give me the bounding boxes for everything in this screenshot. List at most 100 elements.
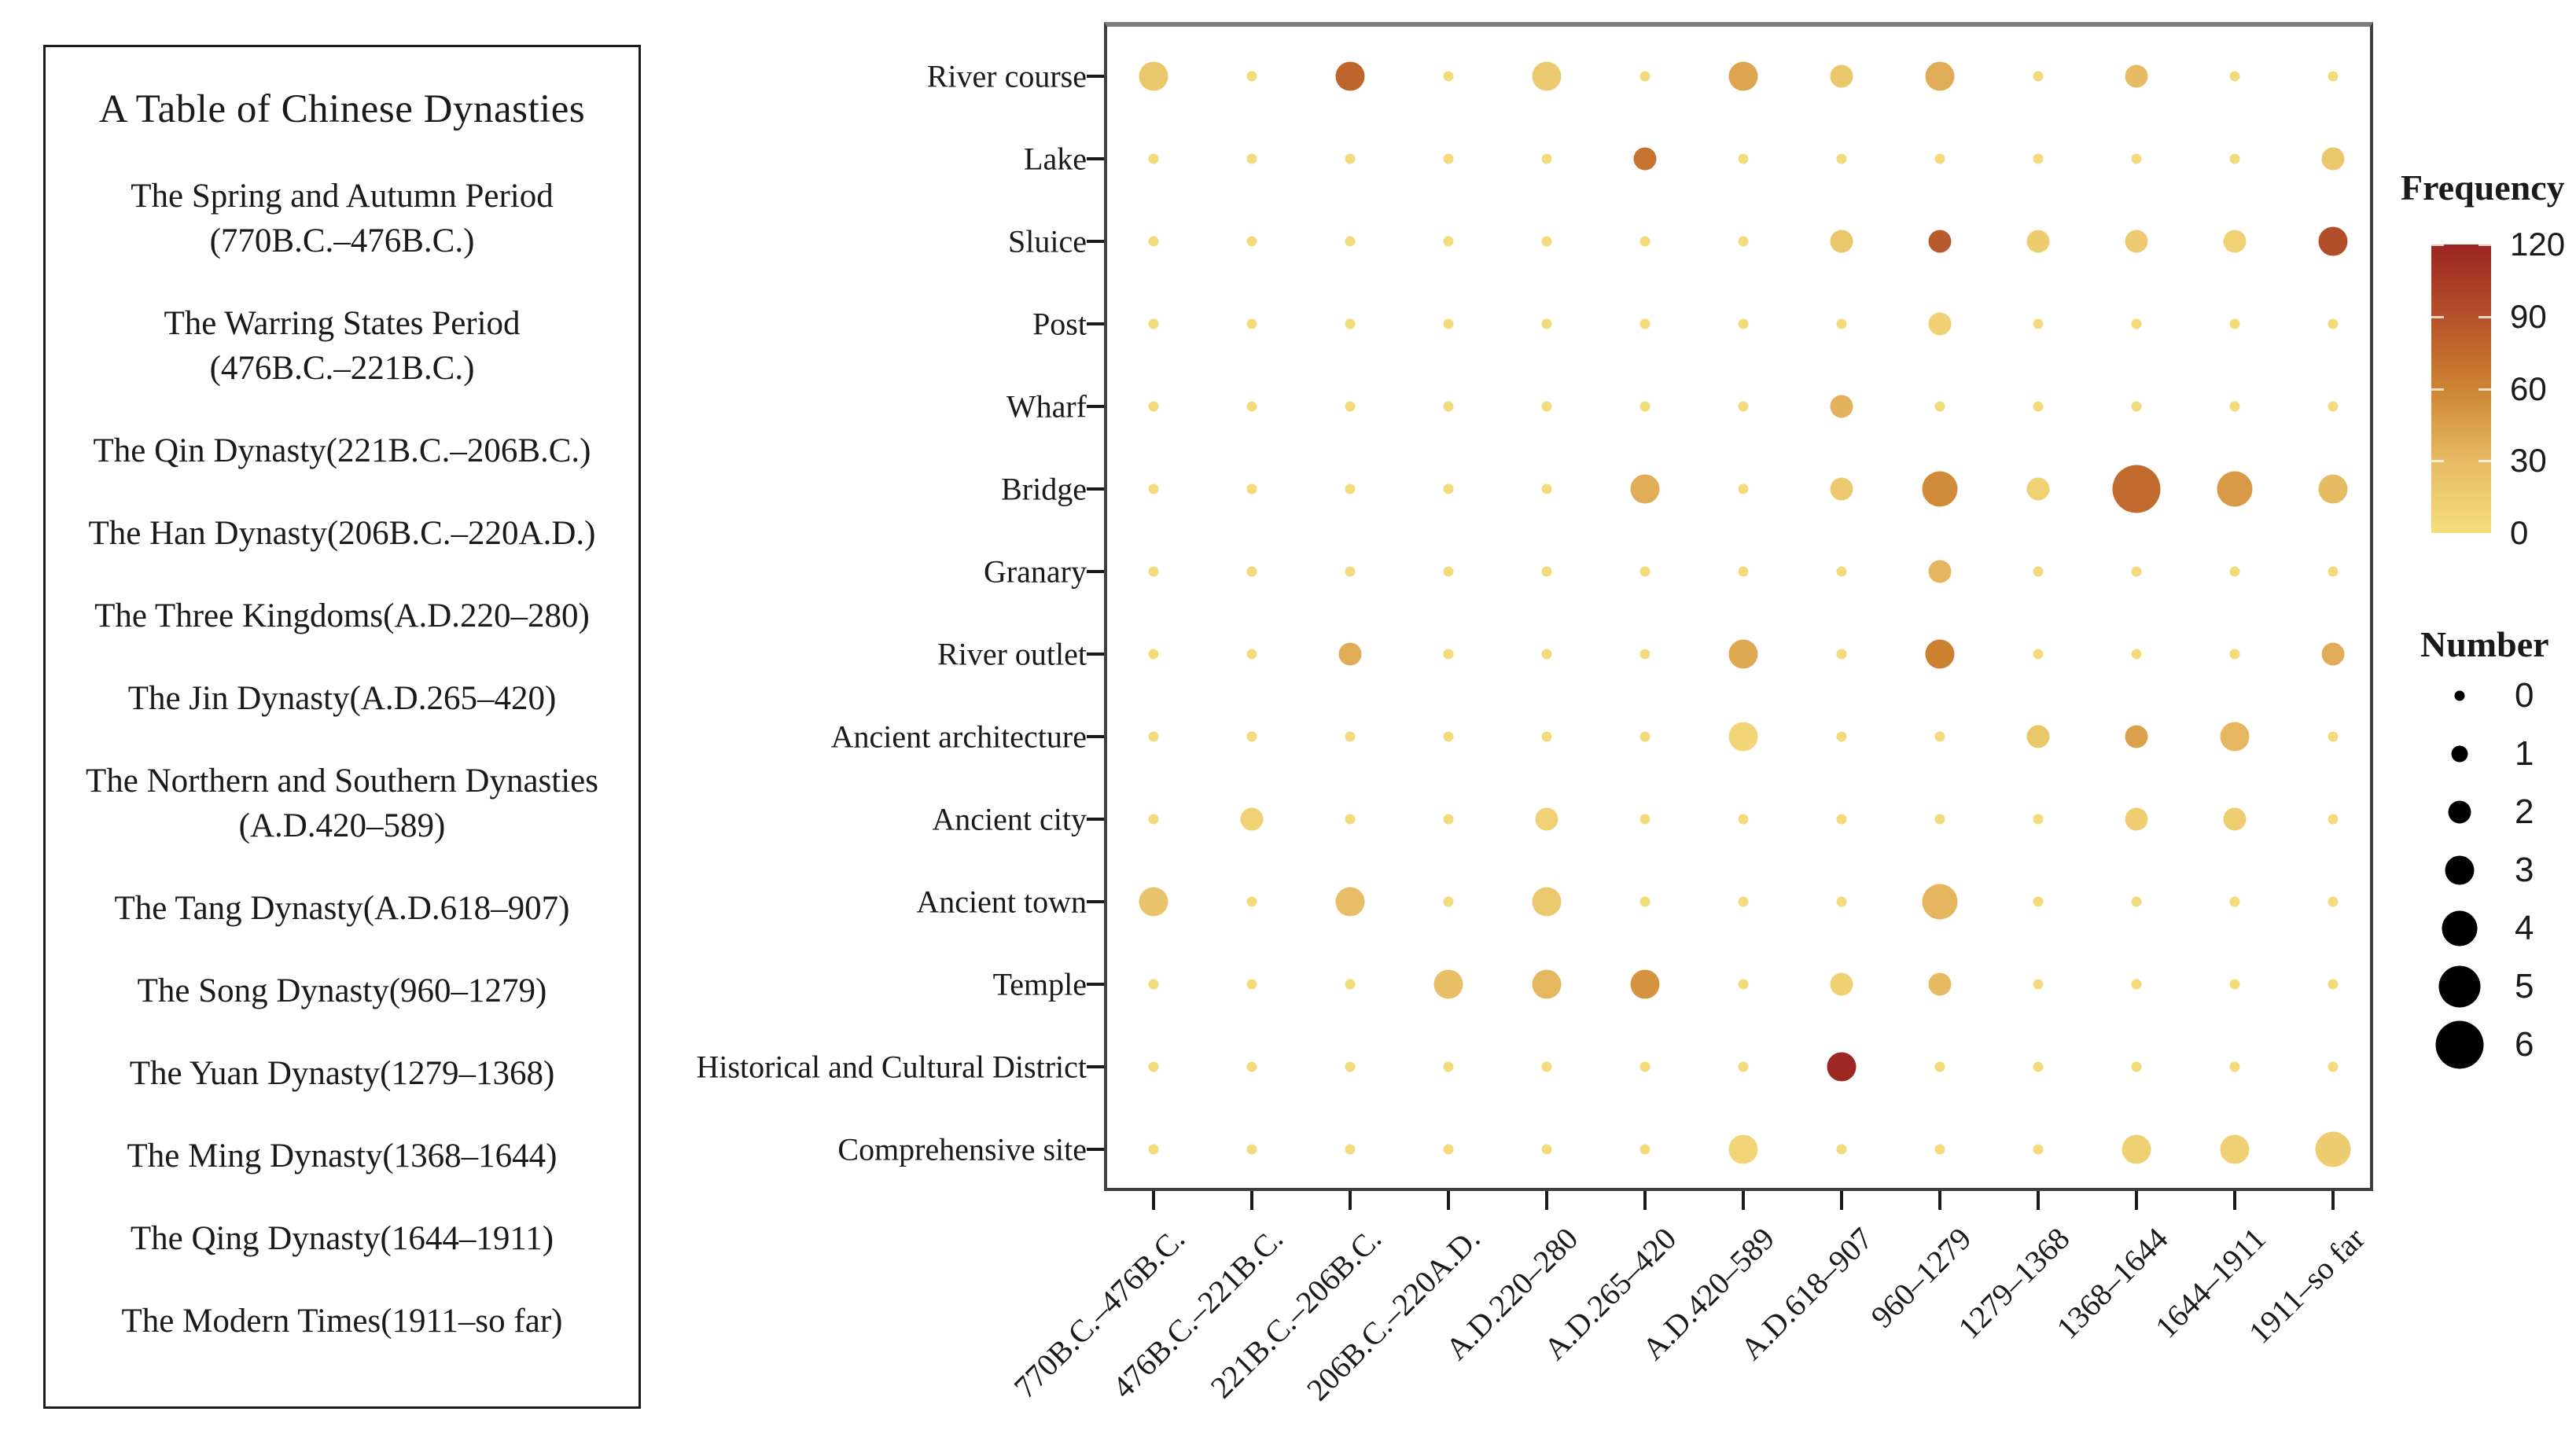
data-dot bbox=[1443, 153, 1454, 164]
number-legend-label: 1 bbox=[2515, 734, 2534, 773]
data-dot bbox=[1532, 61, 1562, 91]
data-dot bbox=[2125, 807, 2148, 831]
data-dot bbox=[2229, 401, 2240, 412]
number-legend-dot bbox=[2448, 800, 2471, 824]
data-dot bbox=[1148, 318, 1159, 329]
dynasty-entry: The Qing Dynasty(1644–1911) bbox=[130, 1219, 554, 1257]
data-dot bbox=[2122, 1134, 2151, 1164]
data-dot bbox=[2229, 649, 2240, 660]
data-dot bbox=[1443, 896, 1454, 907]
data-dot bbox=[2125, 64, 2148, 88]
data-dot bbox=[1633, 147, 1657, 171]
data-dot bbox=[1738, 979, 1749, 990]
y-axis-tick bbox=[1087, 900, 1104, 903]
data-dot bbox=[1345, 483, 1356, 494]
x-axis-label: 770B.C.–476B.C. bbox=[1006, 1220, 1192, 1406]
y-axis-label: Ancient town bbox=[916, 884, 1087, 920]
data-dot bbox=[1345, 979, 1356, 990]
x-axis-tick bbox=[1643, 1191, 1647, 1210]
data-dot bbox=[2229, 71, 2240, 82]
data-dot bbox=[1738, 814, 1749, 825]
data-dot bbox=[1148, 1144, 1159, 1155]
data-dot bbox=[1345, 401, 1356, 412]
data-dot bbox=[2026, 477, 2050, 501]
data-dot bbox=[2033, 71, 2044, 82]
data-dot bbox=[2328, 566, 2339, 577]
frequency-tick-label: 0 bbox=[2510, 514, 2529, 551]
y-axis-tick bbox=[1087, 1065, 1104, 1068]
data-dot bbox=[1827, 1052, 1857, 1082]
colorbar-tick-dash bbox=[2431, 460, 2444, 463]
data-dot bbox=[2131, 401, 2142, 412]
y-axis-tick bbox=[1087, 1148, 1104, 1151]
data-dot bbox=[1738, 483, 1749, 494]
colorbar-tick-dash bbox=[2478, 244, 2491, 246]
data-dot bbox=[2328, 731, 2339, 742]
x-axis-tick bbox=[1938, 1191, 1941, 1210]
data-dot bbox=[2315, 1131, 2351, 1167]
dynasty-table-panel: A Table of Chinese Dynasties The Spring … bbox=[43, 45, 641, 1409]
data-dot bbox=[1934, 1144, 1945, 1155]
data-dot bbox=[1934, 814, 1945, 825]
data-dot bbox=[1728, 1134, 1758, 1164]
data-dot bbox=[1443, 71, 1454, 82]
data-dot bbox=[1541, 731, 1552, 742]
frequency-legend-title: Frequency bbox=[2401, 167, 2565, 208]
y-axis-label: Post bbox=[1032, 306, 1087, 342]
frequency-tick-label: 120 bbox=[2510, 226, 2566, 263]
data-dot bbox=[2131, 153, 2142, 164]
dynasty-entry: The Han Dynasty(206B.C.–220A.D.) bbox=[88, 514, 596, 552]
data-dot bbox=[1246, 896, 1257, 907]
data-dot bbox=[1345, 814, 1356, 825]
data-dot bbox=[1830, 230, 1853, 253]
data-dot bbox=[1630, 969, 1660, 999]
y-axis-label: Ancient city bbox=[932, 801, 1087, 837]
data-dot bbox=[1148, 1061, 1159, 1072]
data-dot bbox=[1139, 887, 1168, 917]
data-dot bbox=[1148, 814, 1159, 825]
y-axis-tick bbox=[1087, 652, 1104, 656]
dynasty-entry: The Qin Dynasty(221B.C.–206B.C.) bbox=[93, 432, 591, 469]
data-dot bbox=[2131, 649, 2142, 660]
colorbar-tick-dash bbox=[2478, 315, 2491, 318]
data-dot bbox=[2328, 1061, 2339, 1072]
data-dot bbox=[1738, 236, 1749, 247]
data-dot bbox=[2026, 725, 2050, 748]
data-dot bbox=[1728, 61, 1758, 91]
data-dot bbox=[2229, 566, 2240, 577]
data-dot bbox=[2033, 649, 2044, 660]
data-dot bbox=[1738, 896, 1749, 907]
frequency-tick-label: 60 bbox=[2510, 369, 2547, 407]
data-dot bbox=[1836, 731, 1847, 742]
data-dot bbox=[1728, 639, 1758, 669]
data-dot bbox=[1934, 153, 1945, 164]
data-dot bbox=[1541, 236, 1552, 247]
data-dot bbox=[1639, 1061, 1650, 1072]
data-dot bbox=[1443, 1061, 1454, 1072]
data-dot bbox=[2131, 1061, 2142, 1072]
data-dot bbox=[1443, 236, 1454, 247]
number-legend-dot bbox=[2438, 965, 2481, 1008]
data-dot bbox=[1922, 884, 1958, 920]
data-dot bbox=[1836, 1144, 1847, 1155]
data-dot bbox=[1738, 153, 1749, 164]
number-legend-title: Number bbox=[2420, 624, 2549, 664]
data-dot bbox=[2223, 807, 2247, 831]
dynasty-entry: The Modern Times(1911–so far) bbox=[121, 1302, 563, 1340]
data-dot bbox=[1541, 153, 1552, 164]
y-axis-label: Sluice bbox=[1008, 223, 1087, 259]
data-dot bbox=[1443, 483, 1454, 494]
data-dot bbox=[1246, 566, 1257, 577]
data-dot bbox=[1738, 566, 1749, 577]
x-axis-tick bbox=[1349, 1191, 1352, 1210]
data-dot bbox=[1541, 483, 1552, 494]
data-dot bbox=[1443, 318, 1454, 329]
colorbar-tick-dash bbox=[2478, 460, 2491, 463]
dynasty-entry: The Warring States Period (476B.C.–221B.… bbox=[164, 304, 521, 387]
data-dot bbox=[1639, 1144, 1650, 1155]
data-dot bbox=[1925, 61, 1955, 91]
data-dot bbox=[2033, 814, 2044, 825]
dynasty-entry: The Yuan Dynasty(1279–1368) bbox=[129, 1054, 555, 1092]
data-dot bbox=[1148, 979, 1159, 990]
y-axis-label: Wharf bbox=[1006, 388, 1087, 425]
